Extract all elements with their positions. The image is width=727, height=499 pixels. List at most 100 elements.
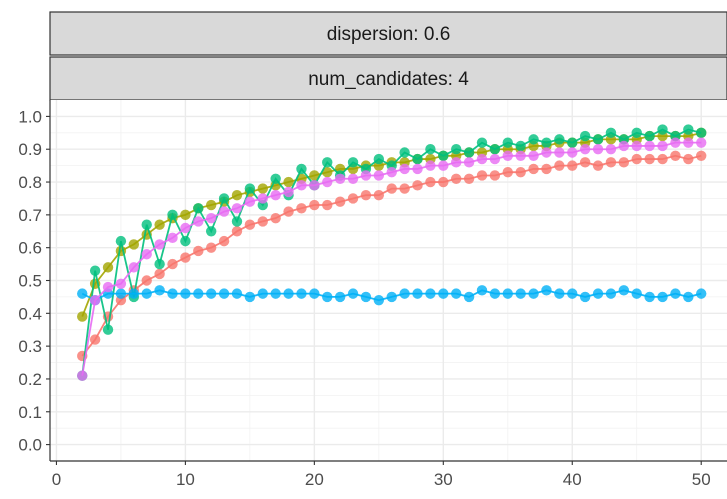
x-tick-label: 20	[305, 470, 324, 489]
data-point	[683, 137, 694, 148]
facet-strip-num-candidates-label: num_candidates: 4	[308, 69, 469, 90]
data-point	[77, 311, 88, 322]
data-point	[180, 222, 191, 234]
data-point	[373, 170, 385, 181]
data-point	[309, 170, 320, 181]
data-point	[579, 130, 591, 142]
data-point	[515, 288, 526, 299]
data-point	[244, 291, 256, 303]
data-point	[696, 288, 707, 299]
data-point	[670, 150, 681, 161]
data-point	[554, 147, 565, 158]
data-point	[386, 167, 397, 178]
data-point	[154, 258, 165, 270]
data-point	[683, 124, 694, 135]
data-point	[296, 163, 307, 175]
data-point	[425, 288, 436, 299]
y-tick-label: 0.0	[18, 436, 42, 455]
data-point	[322, 176, 333, 188]
data-point	[489, 144, 501, 155]
data-point	[670, 137, 681, 148]
data-point	[167, 209, 178, 221]
data-point	[489, 153, 501, 165]
data-point	[128, 288, 140, 299]
data-point	[180, 209, 191, 221]
data-point	[657, 140, 668, 152]
data-point	[541, 137, 552, 148]
data-point	[373, 153, 385, 165]
data-point	[528, 163, 539, 175]
gridlines	[50, 100, 727, 461]
data-point	[231, 216, 243, 227]
data-point	[605, 127, 617, 139]
data-point	[567, 288, 578, 299]
x-tick-label: 10	[176, 470, 195, 489]
data-point	[154, 285, 165, 296]
y-tick-label: 0.6	[18, 239, 42, 258]
data-point	[579, 291, 591, 303]
data-point	[605, 144, 617, 155]
data-point	[438, 288, 449, 299]
data-point	[683, 153, 694, 165]
data-point	[347, 173, 359, 184]
data-point	[644, 130, 655, 142]
data-point	[412, 163, 423, 175]
data-point	[567, 147, 578, 158]
data-point	[128, 239, 140, 250]
data-point	[89, 334, 101, 345]
data-point	[592, 160, 604, 171]
data-point	[322, 291, 333, 303]
y-tick-label: 0.7	[18, 206, 42, 225]
data-point	[218, 193, 230, 204]
data-point	[631, 288, 642, 299]
data-point	[322, 157, 333, 168]
y-tick-label: 0.3	[18, 337, 42, 356]
y-tick-label: 0.5	[18, 272, 42, 291]
series-0	[77, 150, 707, 362]
data-point	[515, 140, 526, 152]
data-point	[696, 150, 707, 161]
data-point	[541, 285, 552, 296]
data-point	[167, 288, 178, 299]
data-point	[528, 288, 539, 299]
data-point	[502, 288, 513, 299]
data-point	[657, 153, 668, 165]
data-point	[283, 186, 294, 198]
data-point	[154, 239, 165, 250]
data-point	[373, 189, 385, 201]
data-point	[657, 124, 668, 135]
data-point	[386, 291, 397, 303]
data-point	[463, 157, 475, 168]
data-point	[193, 288, 204, 299]
data-point	[502, 150, 513, 161]
data-point	[554, 134, 565, 145]
data-point	[670, 288, 681, 299]
data-point	[257, 183, 268, 194]
data-point	[218, 288, 230, 299]
data-point	[592, 144, 604, 155]
data-point	[102, 281, 114, 293]
data-point	[579, 157, 591, 168]
data-point	[528, 150, 539, 161]
data-point	[425, 176, 436, 188]
data-point	[347, 157, 359, 168]
data-point	[244, 196, 256, 207]
y-tick-label: 0.2	[18, 370, 42, 389]
data-point	[360, 291, 372, 303]
series-3	[77, 285, 707, 306]
data-point	[605, 288, 617, 299]
data-point	[283, 176, 294, 188]
data-point	[425, 160, 436, 171]
data-point	[205, 199, 217, 211]
data-point	[476, 153, 488, 165]
data-point	[180, 235, 191, 247]
data-point	[451, 157, 462, 168]
data-point	[451, 288, 462, 299]
data-point	[618, 285, 630, 296]
data-point	[322, 167, 333, 178]
y-tick-label: 1.0	[18, 107, 42, 126]
data-point	[618, 140, 630, 152]
data-point	[193, 216, 204, 227]
data-point	[128, 262, 140, 273]
data-point	[476, 170, 488, 181]
